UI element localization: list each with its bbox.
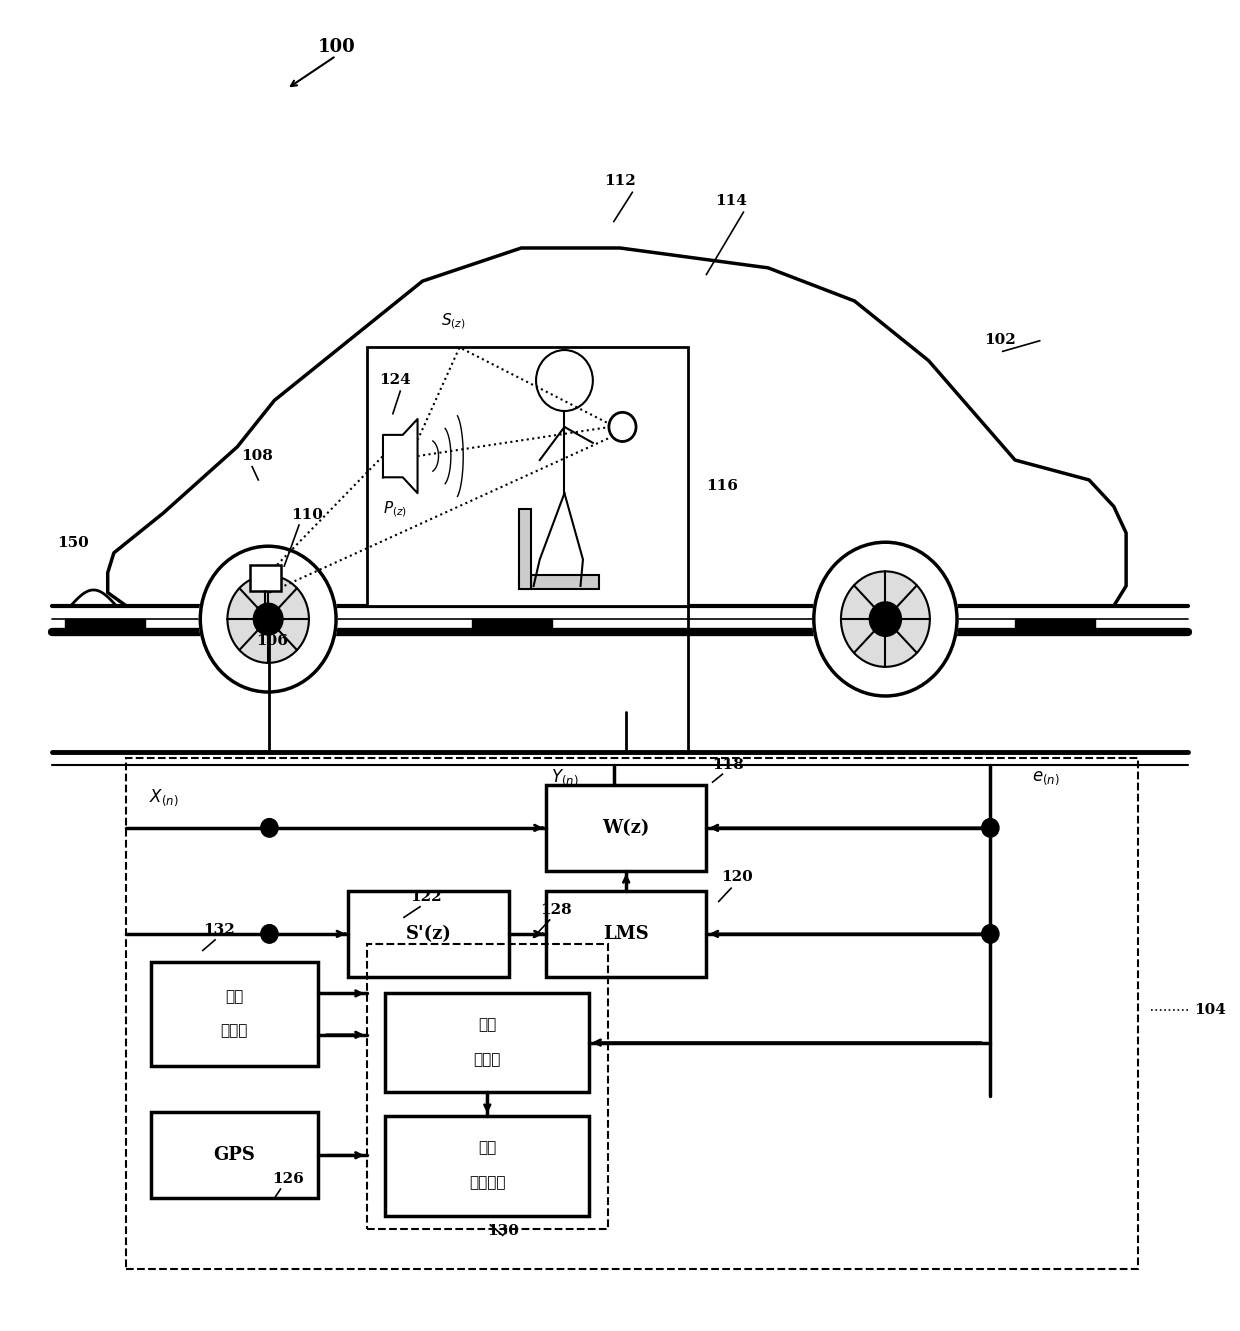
- Text: $P_{(z)}$: $P_{(z)}$: [383, 499, 408, 519]
- Polygon shape: [383, 419, 418, 494]
- Circle shape: [841, 571, 930, 667]
- Circle shape: [813, 542, 957, 696]
- Text: 110: 110: [291, 508, 324, 522]
- Text: $S_{(z)}$: $S_{(z)}$: [441, 311, 466, 330]
- Text: 120: 120: [722, 870, 753, 884]
- Bar: [546, 785, 707, 870]
- Text: 存储装置: 存储装置: [469, 1177, 506, 1190]
- Bar: [151, 1113, 317, 1198]
- Text: 124: 124: [379, 373, 412, 387]
- Bar: [126, 759, 1138, 1268]
- Bar: [348, 890, 508, 977]
- Text: S'(z): S'(z): [405, 925, 451, 942]
- Bar: [518, 508, 531, 588]
- Text: 传感器: 传感器: [221, 1025, 248, 1038]
- Text: GPS: GPS: [213, 1146, 255, 1165]
- Text: 126: 126: [272, 1173, 304, 1186]
- Text: 112: 112: [604, 174, 636, 189]
- Text: $X_{(n)}$: $X_{(n)}$: [149, 788, 179, 808]
- Circle shape: [609, 413, 636, 442]
- Text: 104: 104: [1194, 1004, 1226, 1017]
- Bar: [386, 1117, 589, 1215]
- Text: 130: 130: [487, 1225, 518, 1238]
- Bar: [367, 944, 608, 1229]
- Text: 128: 128: [539, 904, 572, 917]
- Bar: [151, 962, 317, 1066]
- Circle shape: [982, 819, 999, 837]
- Text: 100: 100: [317, 37, 356, 56]
- Polygon shape: [108, 248, 1126, 606]
- Text: 其他: 其他: [226, 990, 243, 1004]
- Circle shape: [982, 925, 999, 944]
- Text: 122: 122: [410, 890, 441, 904]
- Bar: [472, 619, 552, 630]
- Circle shape: [260, 925, 278, 944]
- Circle shape: [260, 819, 278, 837]
- Text: 150: 150: [57, 536, 89, 550]
- Bar: [367, 347, 688, 606]
- Text: 处理器: 处理器: [474, 1053, 501, 1067]
- Text: $Y_{(n)}$: $Y_{(n)}$: [551, 768, 578, 788]
- Circle shape: [253, 603, 283, 635]
- Bar: [546, 890, 707, 977]
- Text: 108: 108: [241, 449, 273, 463]
- Text: 132: 132: [203, 924, 234, 937]
- Circle shape: [201, 546, 336, 692]
- Text: W(z): W(z): [603, 819, 650, 837]
- Text: 118: 118: [713, 757, 744, 772]
- Text: 102: 102: [985, 333, 1016, 347]
- Text: 本地: 本地: [479, 1142, 496, 1155]
- Text: $e_{(n)}$: $e_{(n)}$: [1032, 769, 1060, 787]
- Circle shape: [227, 575, 309, 663]
- Bar: [249, 564, 280, 591]
- Text: 116: 116: [707, 479, 738, 494]
- Text: 114: 114: [715, 194, 746, 208]
- Text: LMS: LMS: [604, 925, 649, 942]
- Bar: [386, 993, 589, 1093]
- Bar: [64, 619, 145, 630]
- Bar: [518, 575, 599, 588]
- Circle shape: [536, 350, 593, 411]
- Text: 本地: 本地: [479, 1018, 496, 1033]
- Bar: [1016, 619, 1095, 630]
- Text: 106: 106: [255, 635, 288, 648]
- Circle shape: [869, 602, 901, 636]
